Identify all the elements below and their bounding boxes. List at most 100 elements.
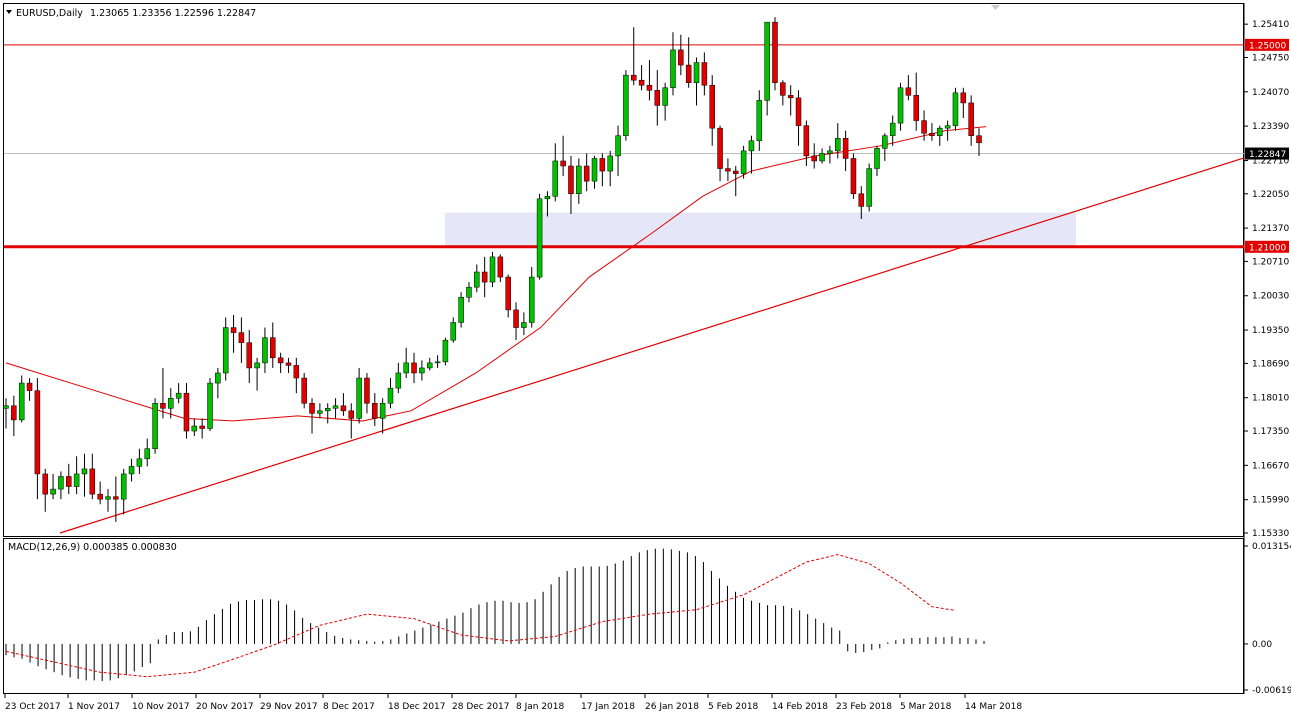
candle-body	[521, 322, 527, 328]
candle-body	[254, 362, 260, 369]
price-tick-label: 1.24750	[1252, 53, 1289, 63]
candle	[630, 27, 637, 86]
candle	[160, 367, 166, 419]
price-tick-label: 1.21370	[1252, 224, 1289, 234]
date-tick-label: 18 Dec 2017	[388, 702, 446, 712]
candle-body	[301, 377, 307, 404]
candle	[434, 355, 441, 368]
candle	[58, 471, 64, 500]
candle-body	[489, 256, 496, 283]
candle	[889, 115, 896, 146]
candle	[175, 383, 182, 404]
candle	[599, 153, 606, 187]
candle-body	[89, 468, 96, 495]
date-tick-label: 5 Mar 2018	[900, 702, 952, 712]
price-tick-label: 1.25410	[1252, 20, 1289, 30]
candle-body	[58, 476, 64, 490]
candle-body	[576, 165, 582, 195]
candle-body	[26, 382, 33, 391]
candle	[646, 60, 653, 101]
candle-body	[466, 286, 472, 298]
candle-body	[215, 372, 221, 384]
candle-body	[866, 168, 872, 207]
candle-body	[740, 150, 747, 174]
candle-body	[348, 410, 355, 419]
candle	[536, 193, 543, 280]
candle	[120, 468, 127, 515]
candle	[73, 456, 80, 495]
candle	[497, 254, 504, 283]
candle-body	[560, 160, 566, 167]
candle	[3, 398, 9, 429]
candle	[230, 314, 237, 353]
date-tick-label: 8 Jan 2018	[516, 702, 564, 712]
candle	[317, 403, 323, 419]
candle-body	[583, 165, 590, 182]
candle	[560, 135, 566, 177]
candle	[576, 158, 582, 204]
candle	[183, 383, 190, 439]
price-tick-label: 1.18010	[1252, 394, 1289, 404]
moving-average-line	[5, 126, 987, 422]
date-tick-label: 14 Mar 2018	[965, 702, 1022, 712]
candle	[929, 123, 935, 141]
candle-body	[764, 21, 770, 101]
candle	[348, 403, 355, 439]
candle	[528, 266, 535, 328]
candle	[270, 322, 276, 368]
candle-body	[497, 256, 504, 278]
collapse-arrow-icon[interactable]	[6, 10, 12, 14]
candle	[152, 398, 158, 454]
candle-body	[599, 158, 606, 172]
price-tick-label: 1.22710	[1252, 156, 1289, 166]
candle	[662, 82, 668, 121]
candle	[474, 264, 480, 293]
candle	[199, 418, 205, 439]
candle-body	[324, 408, 331, 412]
candle	[882, 133, 888, 161]
candle	[340, 393, 347, 416]
candle	[222, 317, 229, 381]
candle-body	[160, 403, 166, 409]
scroll-marker-icon[interactable]	[991, 5, 1000, 10]
candle-body	[827, 150, 833, 154]
candle	[356, 367, 362, 424]
support-zone	[445, 212, 1076, 247]
candle	[772, 17, 778, 91]
candle-body	[678, 49, 684, 66]
current-price-badge: 1.22847	[1249, 150, 1286, 160]
date-tick-label: 10 Nov 2017	[132, 702, 190, 712]
candle-body	[772, 21, 778, 83]
candle-body	[152, 403, 158, 449]
candle	[403, 347, 409, 379]
candle-body	[615, 135, 621, 157]
candle-body	[11, 405, 17, 421]
price-tick-label: 1.18690	[1252, 359, 1289, 369]
candle	[105, 489, 111, 512]
candle	[442, 337, 449, 366]
candle	[693, 57, 700, 106]
candle-body	[419, 367, 425, 374]
candle	[113, 476, 119, 522]
candle	[42, 468, 48, 512]
candle	[128, 458, 135, 482]
candle	[819, 148, 825, 164]
candle	[725, 158, 731, 182]
date-tick-label: 23 Feb 2018	[836, 702, 892, 712]
date-tick-label: 28 Dec 2017	[452, 702, 510, 712]
candle	[168, 388, 174, 419]
candle-body	[623, 74, 629, 136]
candle-body	[654, 90, 661, 106]
candle	[921, 110, 927, 141]
candle-body	[183, 392, 190, 432]
candle-body	[309, 403, 315, 414]
candle-body	[238, 332, 245, 343]
candle	[678, 34, 684, 76]
candle	[874, 145, 880, 177]
price-tick-label: 1.15990	[1252, 496, 1289, 506]
price-tick-label: 1.24070	[1252, 88, 1289, 98]
candle	[285, 357, 292, 373]
